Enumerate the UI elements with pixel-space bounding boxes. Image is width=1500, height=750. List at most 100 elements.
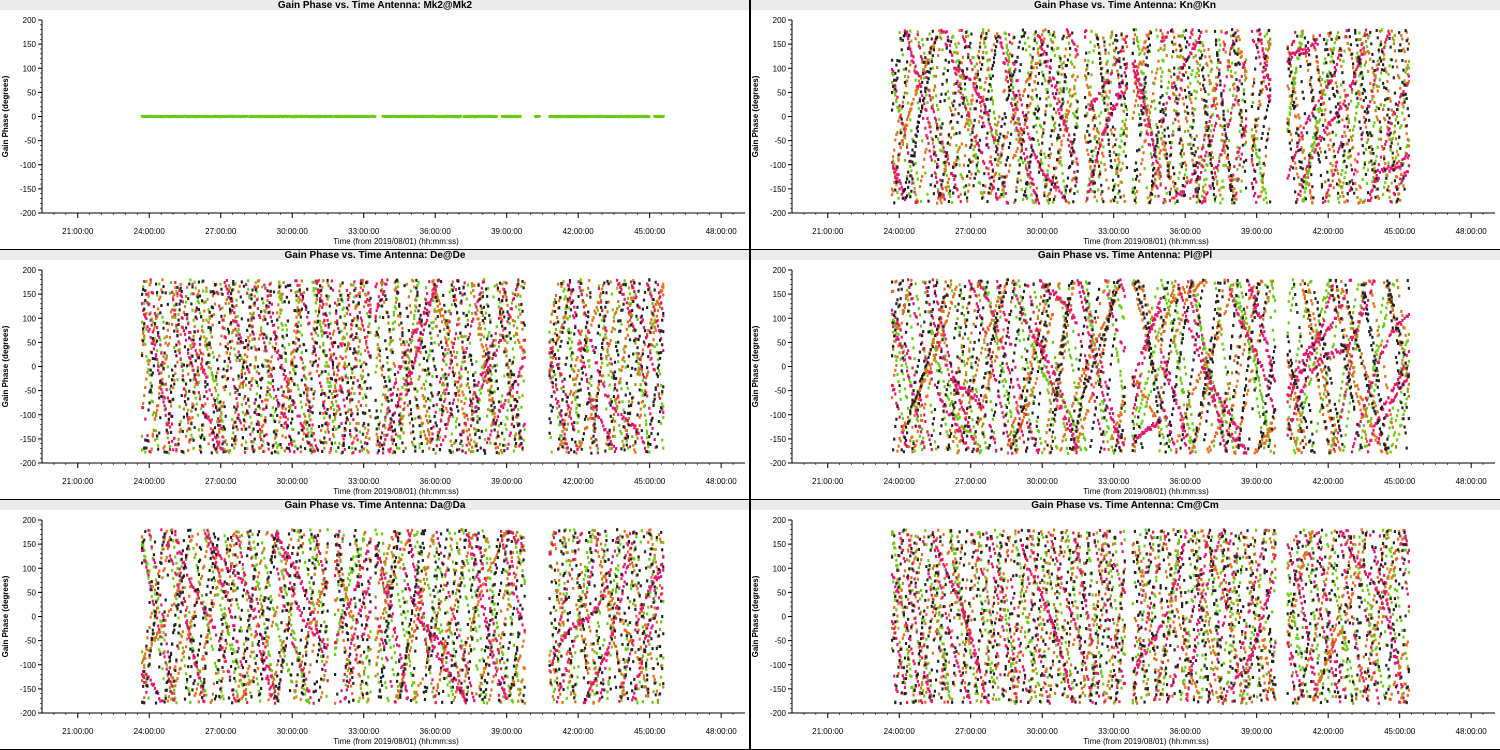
data-point — [1237, 177, 1240, 181]
data-point — [976, 72, 979, 76]
data-point — [1033, 37, 1036, 41]
data-point — [1064, 115, 1067, 119]
data-point — [1393, 112, 1397, 116]
data-point — [1097, 137, 1101, 141]
data-point — [1117, 183, 1120, 187]
data-point — [1297, 175, 1300, 179]
data-point — [938, 117, 941, 121]
data-point — [1250, 160, 1254, 164]
data-point — [894, 91, 897, 95]
data-point — [1385, 37, 1388, 41]
data-point — [1010, 71, 1013, 75]
data-point — [1117, 153, 1120, 157]
data-point — [1016, 146, 1019, 150]
data-point — [1222, 40, 1225, 44]
data-point — [1105, 116, 1108, 120]
data-point — [964, 144, 968, 148]
data-point — [1050, 84, 1053, 88]
data-point — [916, 101, 919, 105]
data-point — [1060, 63, 1063, 67]
data-point — [1371, 188, 1374, 192]
data-point — [1111, 108, 1115, 112]
data-point — [1075, 98, 1078, 102]
data-point — [912, 139, 915, 143]
data-point — [1296, 145, 1299, 149]
data-point — [919, 74, 923, 78]
data-point — [892, 69, 895, 73]
data-point — [966, 118, 969, 122]
data-point — [1356, 160, 1359, 164]
data-point — [1089, 180, 1092, 184]
data-point — [1094, 146, 1097, 150]
data-point — [1329, 60, 1332, 64]
data-point — [1218, 156, 1221, 160]
data-point — [1061, 102, 1064, 106]
data-point — [898, 104, 901, 108]
data-point — [1101, 132, 1104, 136]
data-point — [1069, 53, 1072, 57]
data-point — [1364, 28, 1368, 32]
data-point — [1351, 128, 1355, 132]
data-point — [1056, 102, 1059, 106]
data-point — [982, 95, 985, 99]
data-point — [1178, 34, 1181, 38]
data-point — [899, 181, 902, 185]
data-point — [1047, 79, 1050, 83]
data-point — [907, 185, 910, 189]
data-point — [1033, 190, 1036, 194]
data-point — [1041, 161, 1044, 165]
data-point — [1369, 81, 1372, 85]
data-point — [1003, 184, 1006, 188]
data-point — [956, 155, 959, 159]
data-point — [1021, 161, 1025, 165]
data-point — [1162, 117, 1165, 121]
data-point — [1363, 120, 1366, 124]
data-point — [948, 44, 952, 48]
data-point — [1075, 122, 1078, 126]
data-point — [1194, 190, 1197, 194]
data-point — [1357, 89, 1360, 93]
data-point — [1398, 192, 1401, 196]
data-point — [1318, 146, 1321, 150]
data-point — [1372, 83, 1375, 87]
data-point — [1053, 182, 1057, 186]
data-point — [1329, 123, 1332, 127]
data-point — [1290, 99, 1294, 103]
data-point — [1034, 74, 1037, 78]
data-point — [1189, 142, 1192, 146]
data-point — [916, 72, 919, 76]
data-point — [890, 187, 894, 191]
data-point — [1294, 52, 1297, 56]
data-point — [1213, 89, 1217, 93]
data-point — [952, 173, 955, 177]
data-point — [1086, 197, 1089, 201]
data-point — [1196, 192, 1199, 196]
data-point — [890, 108, 894, 112]
data-point — [1220, 30, 1223, 34]
data-point — [962, 74, 966, 78]
data-point — [1048, 156, 1051, 160]
data-point — [1202, 146, 1205, 150]
data-point — [1063, 54, 1066, 58]
data-point — [992, 175, 996, 179]
data-point — [1138, 179, 1141, 183]
data-point — [1370, 151, 1373, 155]
data-point — [986, 59, 989, 63]
data-point — [1108, 43, 1111, 47]
data-point — [1051, 33, 1055, 37]
data-point — [1364, 125, 1368, 129]
data-point — [892, 159, 895, 163]
data-point — [977, 120, 981, 124]
data-point — [1004, 32, 1007, 36]
data-point — [967, 34, 970, 38]
data-point — [946, 141, 949, 145]
data-point — [1223, 140, 1226, 144]
data-point — [917, 74, 920, 78]
data-point — [919, 90, 923, 94]
data-point — [1214, 175, 1218, 179]
data-point — [1257, 117, 1260, 121]
data-point — [975, 85, 978, 89]
data-point — [947, 96, 951, 100]
data-point — [1257, 50, 1260, 54]
data-point — [1159, 172, 1162, 176]
